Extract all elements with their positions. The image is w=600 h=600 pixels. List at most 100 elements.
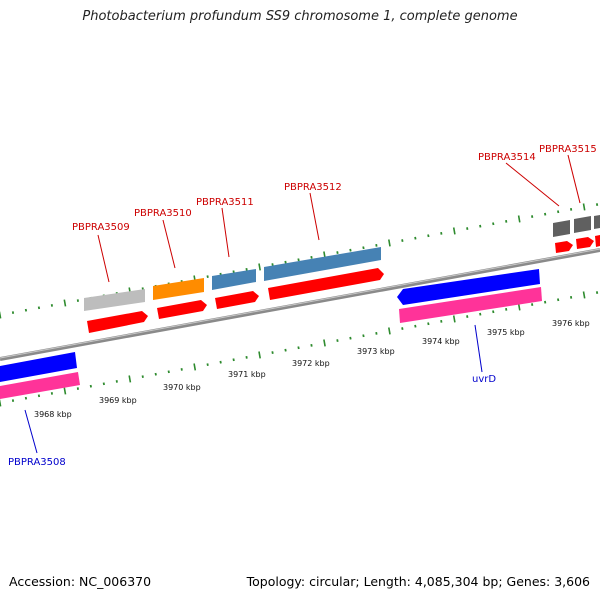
forward-cds-arrow [576, 237, 594, 249]
major-tick [452, 227, 456, 235]
minor-tick [466, 227, 469, 230]
feature-bar-darkgray-3 [594, 215, 600, 229]
map-title: Photobacterium profundum SS9 chromosome … [82, 9, 518, 24]
scale-label: 3973 kbp [357, 347, 395, 356]
minor-tick [595, 203, 599, 206]
minor-tick [492, 222, 495, 226]
minor-tick [349, 336, 352, 340]
major-tick [582, 291, 586, 299]
scale-label: 3975 kbp [487, 328, 525, 337]
reverse-cds-bar [0, 372, 80, 399]
gene-leader-line [309, 192, 320, 241]
reverse-gene-arrow [397, 269, 540, 305]
gene-leader-line [24, 409, 38, 454]
minor-tick [167, 370, 170, 374]
minor-tick [557, 210, 560, 214]
feature-bar-steelblue [212, 269, 256, 290]
minor-tick [336, 251, 339, 254]
feature-bar-orange [153, 278, 204, 300]
gene-leader-line [567, 154, 581, 204]
feature-bar-darkgray-2 [574, 216, 591, 233]
forward-cds-arrow [157, 300, 207, 319]
minor-tick [37, 394, 41, 398]
minor-tick [479, 312, 482, 316]
minor-tick [297, 258, 300, 262]
forward-cds-arrow [215, 291, 259, 309]
minor-tick [37, 306, 41, 310]
major-tick [388, 239, 391, 247]
accession-text: Accession: NC_006370 [9, 574, 152, 589]
major-tick [517, 215, 521, 223]
major-tick [388, 327, 391, 335]
gene-leader-line [474, 324, 483, 373]
forward-cds-arrow [555, 241, 573, 253]
minor-tick [362, 334, 365, 338]
minor-tick [232, 358, 235, 362]
major-tick [582, 203, 586, 211]
feature-bar-gray [84, 289, 145, 311]
minor-tick [427, 322, 430, 326]
forward-cds-arrow [595, 235, 600, 247]
scale-label: 3974 kbp [422, 337, 460, 346]
reverse-cds-bar [399, 287, 542, 323]
major-tick [258, 351, 261, 359]
minor-tick [24, 396, 28, 400]
gene-leader-line [162, 219, 176, 269]
major-tick [323, 339, 326, 347]
minor-tick [102, 382, 105, 386]
minor-tick [336, 339, 339, 342]
forward-cds-arrow [87, 311, 148, 333]
reverse-scale-ticks [0, 291, 599, 407]
minor-tick [24, 308, 28, 312]
gene-leader-line [505, 162, 560, 207]
minor-tick [219, 360, 222, 364]
minor-tick [544, 300, 547, 304]
minor-tick [206, 363, 209, 366]
forward-cds-arrow [268, 268, 384, 300]
minor-tick [492, 310, 495, 314]
minor-tick [206, 275, 209, 278]
gene-label-pbpra3515: PBPRA3515 [539, 144, 597, 155]
minor-tick [297, 346, 300, 350]
minor-tick [595, 291, 599, 294]
scale-label: 3972 kbp [292, 359, 330, 368]
scale-label: 3968 kbp [34, 410, 72, 419]
minor-tick [349, 248, 352, 252]
minor-tick [284, 348, 287, 352]
minor-tick [414, 236, 417, 240]
minor-tick [284, 260, 287, 264]
minor-tick [271, 351, 274, 354]
major-tick [0, 311, 2, 319]
feature-bar-steelblue-long [264, 247, 381, 281]
gene-leader-line [97, 234, 110, 283]
minor-tick [479, 224, 482, 228]
genome-summary-text: Topology: circular; Length: 4,085,304 bp… [246, 574, 590, 589]
minor-tick [557, 298, 560, 302]
major-tick [258, 263, 261, 271]
major-tick [193, 363, 197, 371]
gene-label-pbpra3514: PBPRA3514 [478, 152, 536, 163]
major-tick [0, 399, 2, 407]
minor-tick [427, 234, 430, 238]
minor-tick [531, 215, 534, 218]
minor-tick [466, 315, 469, 318]
minor-tick [271, 263, 274, 266]
reverse-gene-arrow [0, 352, 77, 382]
minor-tick [154, 372, 157, 376]
scale-label: 3969 kbp [99, 396, 137, 405]
minor-tick [141, 375, 144, 378]
gene-label-pbpra3511: PBPRA3511 [196, 197, 254, 208]
scale-label: 3971 kbp [228, 370, 266, 379]
feature-bar-darkgray [553, 220, 570, 237]
minor-tick [401, 327, 404, 330]
gene-label-uvrd: uvrD [472, 374, 496, 385]
scale-label: 3976 kbp [552, 319, 590, 328]
major-tick [452, 315, 456, 323]
minor-tick [89, 384, 92, 388]
minor-tick [544, 212, 547, 216]
gene-label-pbpra3509: PBPRA3509 [72, 222, 130, 233]
major-tick [63, 387, 67, 395]
major-tick [63, 299, 67, 307]
major-tick [517, 303, 521, 311]
